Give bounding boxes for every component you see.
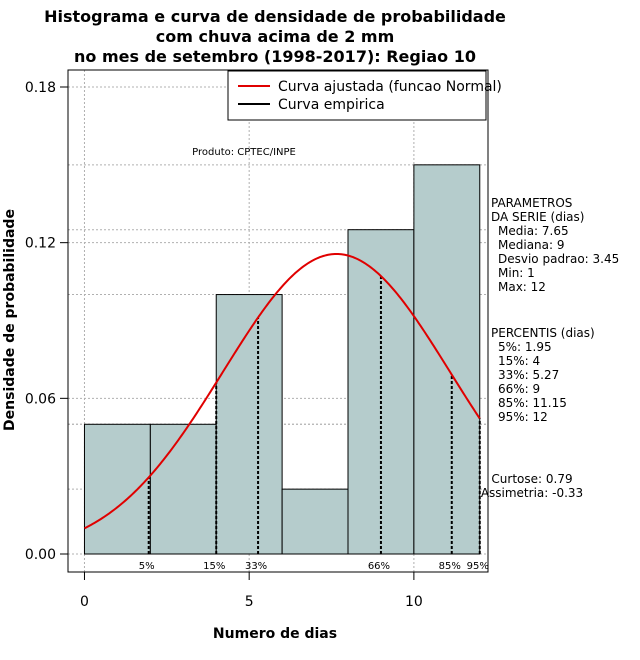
histogram-bar [215, 294, 283, 555]
percentile-label: 33% [245, 561, 267, 572]
parametros-block: PARAMETROS DA SERIE (dias) Media: 7.65 M… [491, 196, 619, 294]
x-axis-label: Numero de dias [213, 626, 337, 642]
x-axis: 0 5 10 [80, 571, 423, 610]
percentis-line: 66%: 9 [498, 382, 540, 396]
percentile-label: 95% [467, 561, 489, 572]
histogram-bar [413, 164, 481, 555]
percentis-header: PERCENTIS (dias) [491, 326, 595, 340]
legend-label-fit: Curva ajustada (funcao Normal) [278, 79, 502, 95]
percentis-line: 33%: 5.27 [498, 368, 559, 382]
percentis-line: 95%: 12 [498, 410, 548, 424]
parametros-line: Min: 1 [498, 266, 535, 280]
parametros-line: Desvio padrao: 3.45 [498, 252, 619, 266]
x-tick-label: 5 [245, 594, 254, 610]
parametros-header-2: DA SERIE (dias) [491, 210, 584, 224]
chart-title-line-3: no mes de setembro (1998-2017): Regiao 1… [74, 47, 476, 66]
percentis-line: 85%: 11.15 [498, 396, 567, 410]
y-tick-label: 0.00 [25, 547, 56, 563]
percentile-label: 5% [139, 561, 155, 572]
product-annotation: Produto: CPTEC/INPE [192, 147, 296, 158]
y-axis-label: Densidade de probabilidade [2, 209, 18, 431]
parametros-line: Max: 12 [498, 280, 546, 294]
parametros-line: Mediana: 9 [498, 238, 565, 252]
y-tick-label: 0.18 [25, 80, 56, 96]
percentile-lines [147, 276, 481, 554]
histogram-bar [149, 423, 217, 555]
percentile-label: 15% [203, 561, 225, 572]
kurtosis-text: Curtose: 0.79 [491, 472, 572, 486]
y-tick-label: 0.06 [25, 391, 56, 407]
legend: Curva ajustada (funcao Normal) Curva emp… [227, 70, 502, 121]
legend-label-empirical: Curva empirica [278, 97, 385, 113]
percentile-label: 85% [439, 561, 461, 572]
percentile-labels: 5% 15% 33% 66% 85% 95% [139, 561, 489, 572]
percentis-line: 5%: 1.95 [498, 340, 552, 354]
parametros-line: Media: 7.65 [498, 224, 569, 238]
skewness-text: Assimetria: -0.33 [481, 486, 583, 500]
histogram-bar [281, 488, 349, 555]
percentile-label: 66% [368, 561, 390, 572]
chart-title-line-1: Histograma e curva de densidade de proba… [44, 7, 506, 26]
histogram-bars [83, 164, 481, 555]
percentis-line: 15%: 4 [498, 354, 540, 368]
legend-box [227, 70, 487, 121]
histogram-bar [83, 423, 151, 555]
shape-block: Curtose: 0.79 Assimetria: -0.33 [481, 472, 583, 500]
parametros-header-1: PARAMETROS [491, 196, 572, 210]
percentis-block: PERCENTIS (dias) 5%: 1.95 15%: 4 33%: 5.… [491, 326, 595, 424]
chart-title-line-2: com chuva acima de 2 mm [156, 27, 395, 46]
x-tick-label: 10 [405, 594, 423, 610]
y-axis: 0.00 0.06 0.12 0.18 [25, 80, 69, 563]
y-tick-label: 0.12 [25, 236, 56, 252]
normal-fit-curve [84, 252, 481, 530]
x-tick-label: 0 [80, 594, 89, 610]
